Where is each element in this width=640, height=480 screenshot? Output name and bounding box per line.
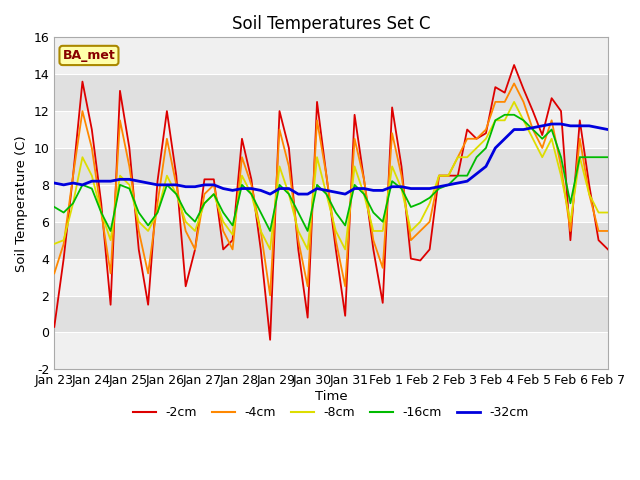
-2cm (604, 247, 612, 252)
-16cm (238, 182, 246, 188)
-16cm (200, 201, 208, 206)
Title: Soil Temperatures Set C: Soil Temperatures Set C (232, 15, 430, 33)
Legend: -2cm, -4cm, -8cm, -16cm, -32cm: -2cm, -4cm, -8cm, -16cm, -32cm (128, 401, 534, 424)
-16cm (154, 210, 161, 216)
Bar (54, 185, 608, 222)
-32cm (604, 127, 612, 132)
-4cm (51, 271, 58, 276)
-2cm (266, 337, 274, 343)
-8cm (510, 99, 518, 105)
-16cm (501, 112, 509, 118)
Line: -4cm: -4cm (54, 84, 608, 296)
-8cm (266, 247, 274, 252)
-4cm (191, 247, 199, 252)
-2cm (144, 302, 152, 308)
-32cm (266, 191, 274, 197)
-16cm (51, 204, 58, 210)
Bar (54, 37, 608, 74)
-16cm (407, 204, 415, 210)
-32cm (144, 180, 152, 186)
-8cm (604, 210, 612, 216)
-32cm (51, 180, 58, 186)
-4cm (266, 293, 274, 299)
-8cm (407, 228, 415, 234)
-16cm (604, 155, 612, 160)
-16cm (107, 228, 115, 234)
Bar (54, 111, 608, 148)
Line: -16cm: -16cm (54, 115, 608, 231)
-2cm (51, 324, 58, 330)
-4cm (210, 182, 218, 188)
Y-axis label: Soil Temperature (C): Soil Temperature (C) (15, 135, 28, 272)
-4cm (238, 155, 246, 160)
-32cm (210, 182, 218, 188)
Bar (54, 296, 608, 332)
-8cm (228, 232, 236, 238)
X-axis label: Time: Time (315, 390, 348, 403)
Text: BA_met: BA_met (63, 49, 115, 62)
Bar (54, 74, 608, 111)
-4cm (604, 228, 612, 234)
-4cm (228, 247, 236, 252)
-32cm (191, 184, 199, 190)
-8cm (51, 241, 58, 247)
-8cm (238, 173, 246, 179)
-2cm (510, 62, 518, 68)
-2cm (191, 247, 199, 252)
Line: -8cm: -8cm (54, 102, 608, 250)
-2cm (238, 136, 246, 142)
-16cm (220, 210, 227, 216)
-32cm (238, 186, 246, 192)
-32cm (407, 186, 415, 192)
-32cm (228, 188, 236, 193)
-8cm (210, 191, 218, 197)
-2cm (228, 237, 236, 243)
-4cm (510, 81, 518, 86)
Bar (54, 148, 608, 185)
-4cm (144, 271, 152, 276)
-16cm (248, 191, 255, 197)
-4cm (407, 237, 415, 243)
Bar (54, 259, 608, 296)
-2cm (210, 177, 218, 182)
Line: -32cm: -32cm (54, 124, 608, 194)
Bar (54, 222, 608, 259)
-32cm (548, 121, 556, 127)
-8cm (144, 228, 152, 234)
Bar (54, 332, 608, 369)
-2cm (407, 256, 415, 262)
-8cm (191, 228, 199, 234)
Line: -2cm: -2cm (54, 65, 608, 340)
